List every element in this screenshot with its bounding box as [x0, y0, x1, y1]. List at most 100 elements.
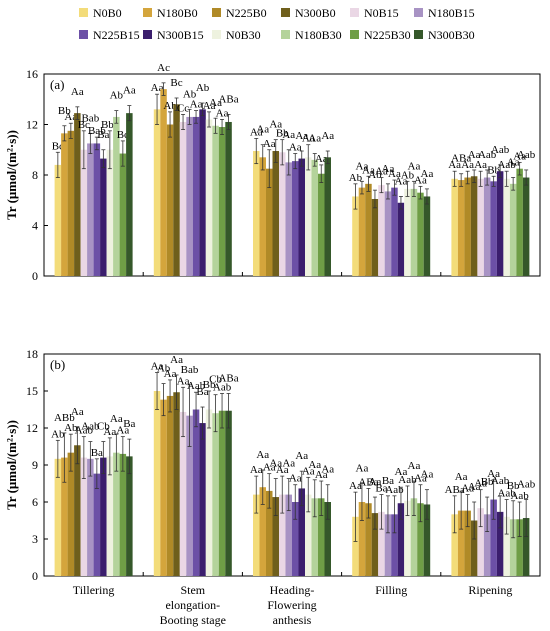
significance-letter: Aa [356, 463, 369, 475]
bar [311, 498, 318, 576]
significance-letter: Aab [517, 149, 536, 161]
significance-letter: Aa [448, 159, 461, 171]
significance-letter: Bc [78, 119, 90, 131]
bar [298, 158, 305, 276]
significance-letter: Aa [468, 481, 481, 493]
bar [61, 457, 68, 576]
significance-letter: Aa [164, 368, 177, 380]
bar [384, 514, 392, 576]
bar [378, 511, 385, 576]
bar [199, 423, 206, 576]
legend-swatch [143, 8, 152, 17]
legend-swatch [350, 30, 359, 39]
bar [378, 185, 385, 276]
significance-letter: Aa [289, 142, 302, 154]
bar [496, 171, 504, 276]
bar [464, 510, 471, 576]
significance-letter: Aa [263, 138, 276, 150]
significance-letter: Aab [478, 149, 497, 161]
bar [410, 188, 418, 276]
significance-letter: ABa [218, 93, 238, 105]
significance-letter: Aab [187, 380, 206, 392]
significance-letter: Bc [52, 140, 64, 152]
bar [324, 502, 331, 576]
significance-letter: Aa [123, 85, 136, 97]
significance-letter: Bb [203, 379, 216, 391]
bar [417, 192, 424, 276]
bar [457, 180, 465, 276]
significance-letter: Aa [507, 157, 520, 169]
significance-letter: Ba [382, 475, 394, 487]
y-tick-label: 12 [26, 421, 38, 435]
bar [305, 157, 312, 276]
significance-letter: Aa [513, 150, 526, 162]
bar [160, 89, 167, 277]
bar [61, 133, 68, 276]
significance-letter: Aa [356, 160, 369, 172]
bar [397, 503, 405, 576]
significance-letter: Ac [157, 62, 170, 74]
legend-swatch [350, 8, 359, 17]
bar [179, 411, 187, 576]
significance-letter: Aa [269, 119, 282, 131]
y-tick-label: 4 [32, 219, 38, 233]
bar [490, 499, 497, 576]
legend-item: N225B15 [79, 28, 140, 42]
stage-axis-labels: Tillering Stem elongation-Booting stage Hea… [73, 583, 513, 627]
significance-letter: Aab [491, 144, 510, 156]
bar [404, 188, 411, 276]
bar [87, 143, 94, 276]
significance-letter: Ab [349, 172, 363, 184]
bar [253, 494, 260, 576]
significance-letter: Aa [321, 464, 334, 476]
bar [397, 202, 405, 276]
significance-letter: Ab [51, 428, 65, 440]
bar [279, 152, 286, 276]
significance-letter: Aa [414, 473, 427, 485]
significance-letter: Ba [375, 483, 387, 495]
legend-label: N180B15 [428, 6, 475, 20]
legend-swatch [281, 30, 290, 39]
significance-letter: Cc [177, 102, 189, 114]
significance-letter: Aab [213, 381, 232, 393]
significance-letter: Aa [382, 163, 395, 175]
bar [470, 176, 478, 276]
bar [358, 502, 366, 576]
significance-letter: Aa [308, 459, 321, 471]
significance-letter: Aab [510, 490, 529, 502]
bar [186, 116, 193, 276]
bar [371, 198, 379, 276]
significance-letter: Bb [58, 105, 71, 117]
bar [179, 121, 187, 276]
bar [279, 494, 286, 576]
bar [192, 409, 200, 576]
bar [80, 457, 88, 576]
legend-swatch [414, 8, 423, 17]
bar [259, 487, 266, 576]
significance-letter: Aa [250, 126, 263, 138]
significance-letter: Aab [497, 488, 516, 500]
bar [292, 502, 299, 576]
bar [212, 413, 219, 576]
bar [173, 104, 180, 276]
legend-label: N0B30 [226, 28, 261, 42]
significance-letter: Aa [302, 133, 315, 145]
significance-letter: Aa [421, 168, 434, 180]
y-tick-label: 6 [32, 495, 38, 509]
significance-letter: Aa [375, 166, 388, 178]
significance-letter: Aa [302, 465, 315, 477]
bar [160, 399, 167, 576]
significance-letter: Ab [157, 363, 171, 375]
bar [106, 456, 114, 576]
significance-letter: Aa [203, 100, 216, 112]
significance-letter: Aab [491, 475, 510, 487]
bar [153, 109, 161, 276]
bar [272, 497, 279, 576]
significance-letter: Aa [276, 464, 289, 476]
significance-letter: Aa [395, 466, 408, 478]
significance-letter: Aa [369, 476, 382, 488]
bar [259, 157, 266, 276]
legend-label: N300B15 [157, 28, 204, 42]
bar [391, 514, 398, 576]
